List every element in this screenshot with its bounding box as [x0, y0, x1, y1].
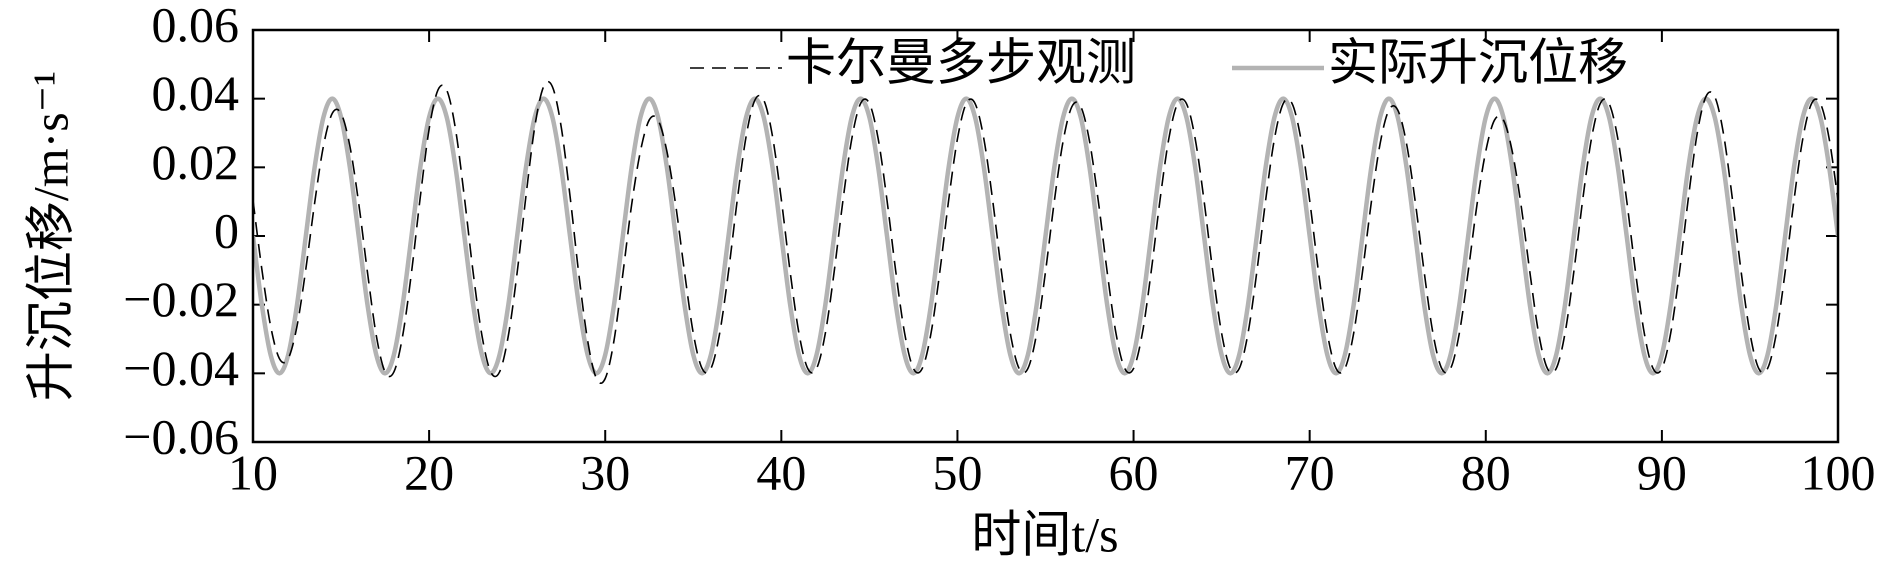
y-tick-label: −0.06 [123, 408, 239, 464]
y-tick-label: 0 [214, 202, 239, 258]
y-axis-label: 升沉位移/m·s⁻¹ [22, 71, 78, 401]
legend-label: 实际升沉位移 [1328, 34, 1628, 90]
x-tick-label: 40 [756, 444, 806, 500]
y-tick-label: 0.02 [152, 134, 240, 190]
plot-frame [251, 28, 1840, 444]
y-tick-label: 0.04 [152, 65, 240, 121]
x-tick-label: 10 [228, 444, 278, 500]
x-axis-label: 时间t/s [971, 506, 1118, 562]
series-line [253, 80, 1838, 385]
x-tick-label: 70 [1285, 444, 1335, 500]
y-tick-label: −0.04 [123, 340, 239, 396]
legend-label: 卡尔曼多步观测 [786, 34, 1136, 90]
x-tick-label: 60 [1109, 444, 1159, 500]
y-tick-label: 0.06 [152, 0, 240, 52]
series-line [253, 96, 1838, 376]
x-tick-label: 20 [404, 444, 454, 500]
x-tick-label: 50 [932, 444, 982, 500]
x-tick-label: 90 [1637, 444, 1687, 500]
x-tick-label: 100 [1801, 444, 1876, 500]
x-tick-label: 80 [1461, 444, 1511, 500]
y-tick-label: −0.02 [123, 271, 239, 327]
x-tick-label: 30 [580, 444, 630, 500]
